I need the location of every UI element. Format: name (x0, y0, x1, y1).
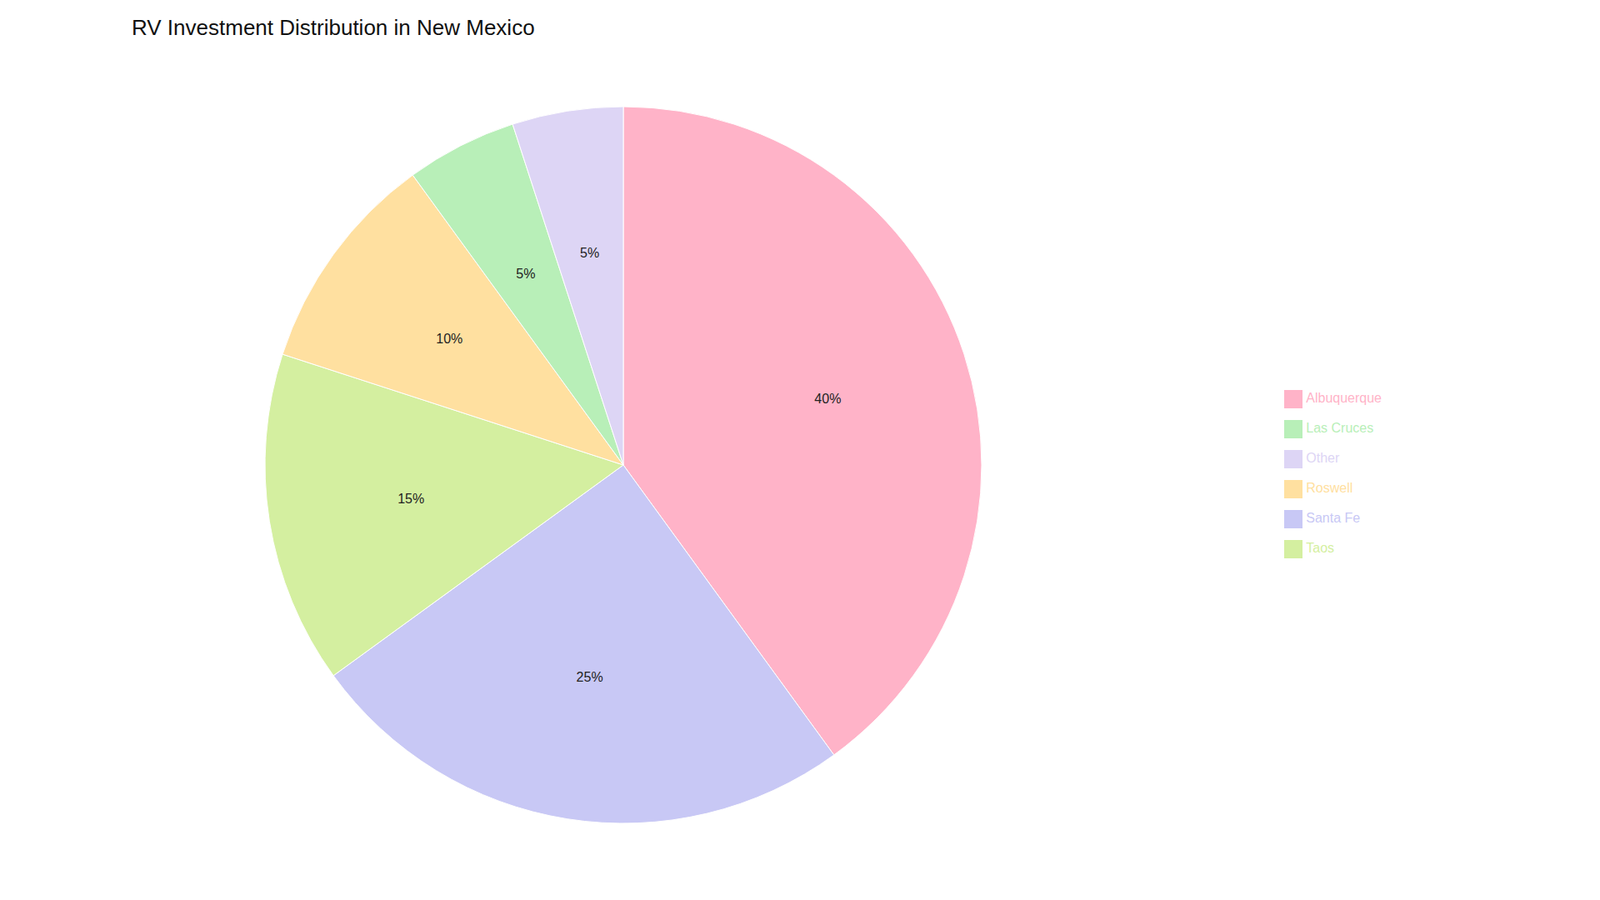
html-text:RV Investment Distribution in: RV Investment Distribution in New Mexico (131, 15, 535, 40)
html-text:Taos: Taos (1306, 540, 1335, 555)
html-text:Other: Other (1306, 450, 1340, 465)
html-text:Santa Fe: Santa Fe (1306, 510, 1361, 525)
html-text:Las Cruces: Las Cruces (1306, 420, 1374, 435)
svg-text:5%: 5% (580, 245, 600, 260)
svg-text:5%: 5% (515, 266, 535, 281)
svg-text:40%: 40% (814, 391, 841, 406)
html-text:Roswell: Roswell (1306, 480, 1353, 495)
svg-text:15%: 15% (397, 491, 425, 506)
svg-text:25%: 25% (576, 670, 604, 685)
html-text:Albuquerque: Albuquerque (1306, 390, 1382, 405)
svg-text:10%: 10% (435, 331, 463, 346)
